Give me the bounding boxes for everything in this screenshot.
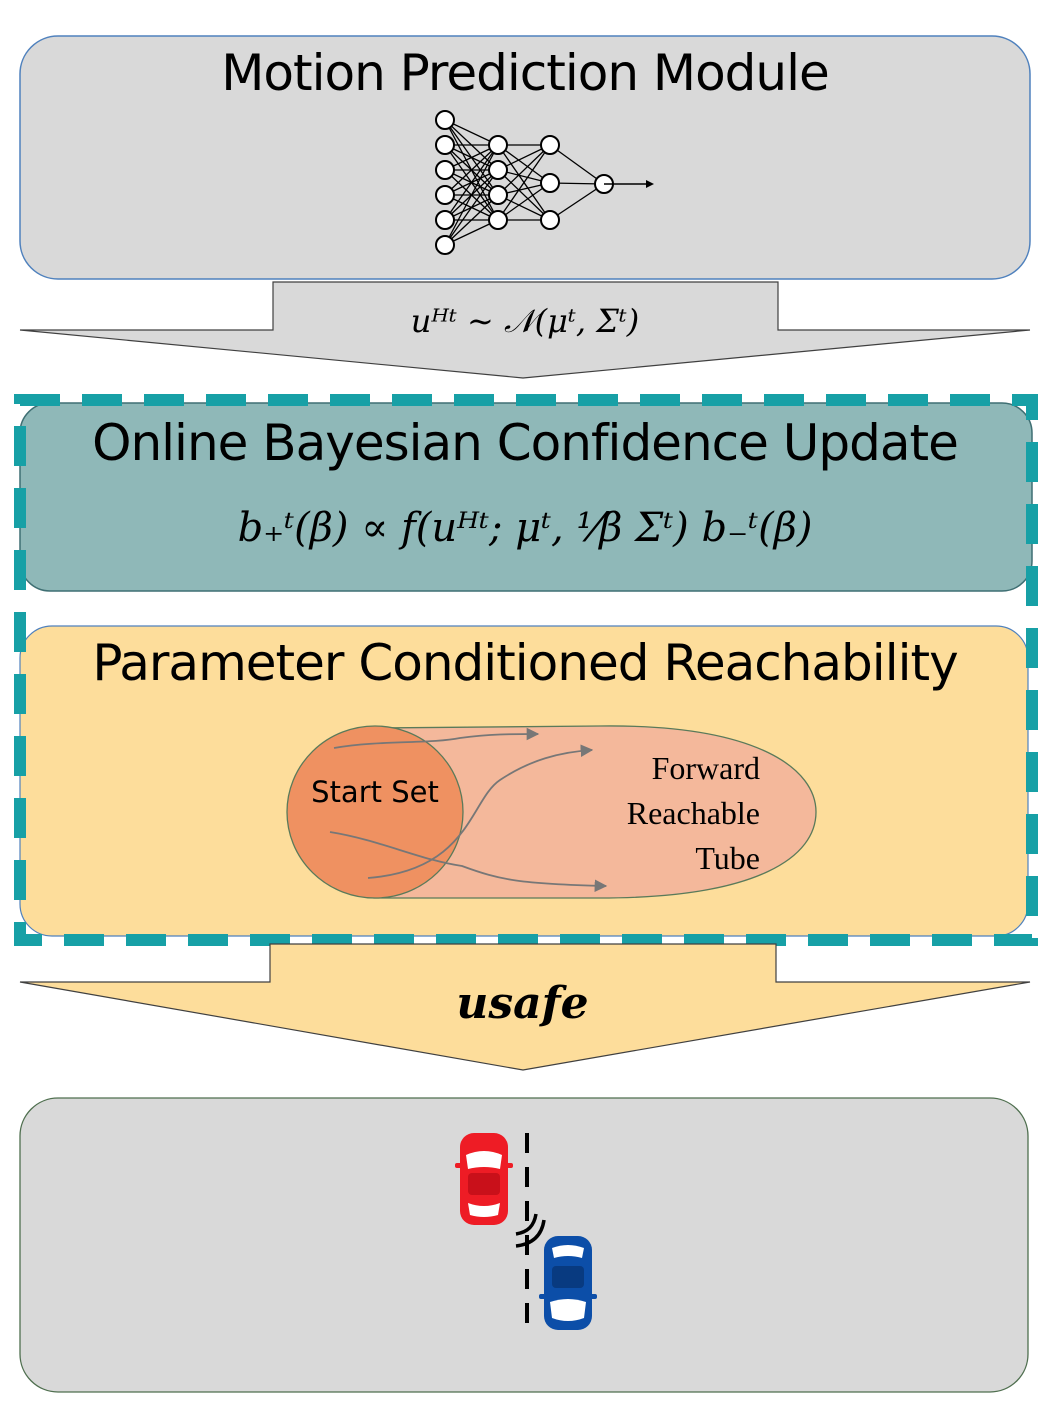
reachability-title: Parameter Conditioned Reachability [92, 634, 958, 692]
prediction-arrow [19, 281, 1031, 379]
warning-signal-icon [515, 1213, 546, 1248]
network-edge [444, 194, 499, 246]
forward-reachable-tube-label: Forward Reachable Tube [626, 750, 760, 876]
network-edge [444, 169, 499, 246]
network-node [435, 185, 455, 205]
dashed-frame [14, 394, 1038, 946]
red-car-icon [455, 1133, 513, 1225]
bayesian-update-title: Online Bayesian Confidence Update [92, 414, 959, 472]
network-node [488, 135, 508, 155]
blue-car-icon [539, 1236, 597, 1330]
network-node [540, 210, 560, 230]
network-edge [497, 182, 551, 221]
trajectory-arrows [329, 727, 608, 893]
safe-action-label: 𝒖safe [456, 978, 589, 1029]
network-node [540, 173, 560, 193]
network-edge [549, 144, 605, 185]
network-edge [497, 144, 551, 184]
network-node [488, 185, 508, 205]
network-node [540, 135, 560, 155]
bayesian-update-formula: b₊ᵗ(β) ∝ f(uᴴᵗ; μᵗ, ¹⁄β Σᵗ) b₋ᵗ(β) [237, 505, 813, 551]
network-node [435, 135, 455, 155]
network-node [435, 160, 455, 180]
network-edge [497, 144, 551, 196]
network-node [435, 210, 455, 230]
network-edge [497, 169, 551, 221]
network-edge [549, 183, 605, 221]
network-edge [497, 144, 551, 221]
neural-network-icon [435, 110, 654, 255]
network-node [435, 235, 455, 255]
network-node [488, 210, 508, 230]
start-set-label: Start Set [311, 775, 439, 809]
prediction-formula: uᴴᵗ ∼ 𝒩(μᵗ, Σᵗ) [410, 302, 640, 340]
network-node [488, 160, 508, 180]
network-edge [444, 144, 499, 246]
safe-action-arrow [19, 943, 1031, 1071]
network-node [435, 110, 455, 130]
forward-reachable-tube [373, 725, 817, 899]
network-edge [444, 144, 499, 196]
network-edge [444, 144, 499, 221]
motion-module-title: Motion Prediction Module [221, 44, 830, 102]
